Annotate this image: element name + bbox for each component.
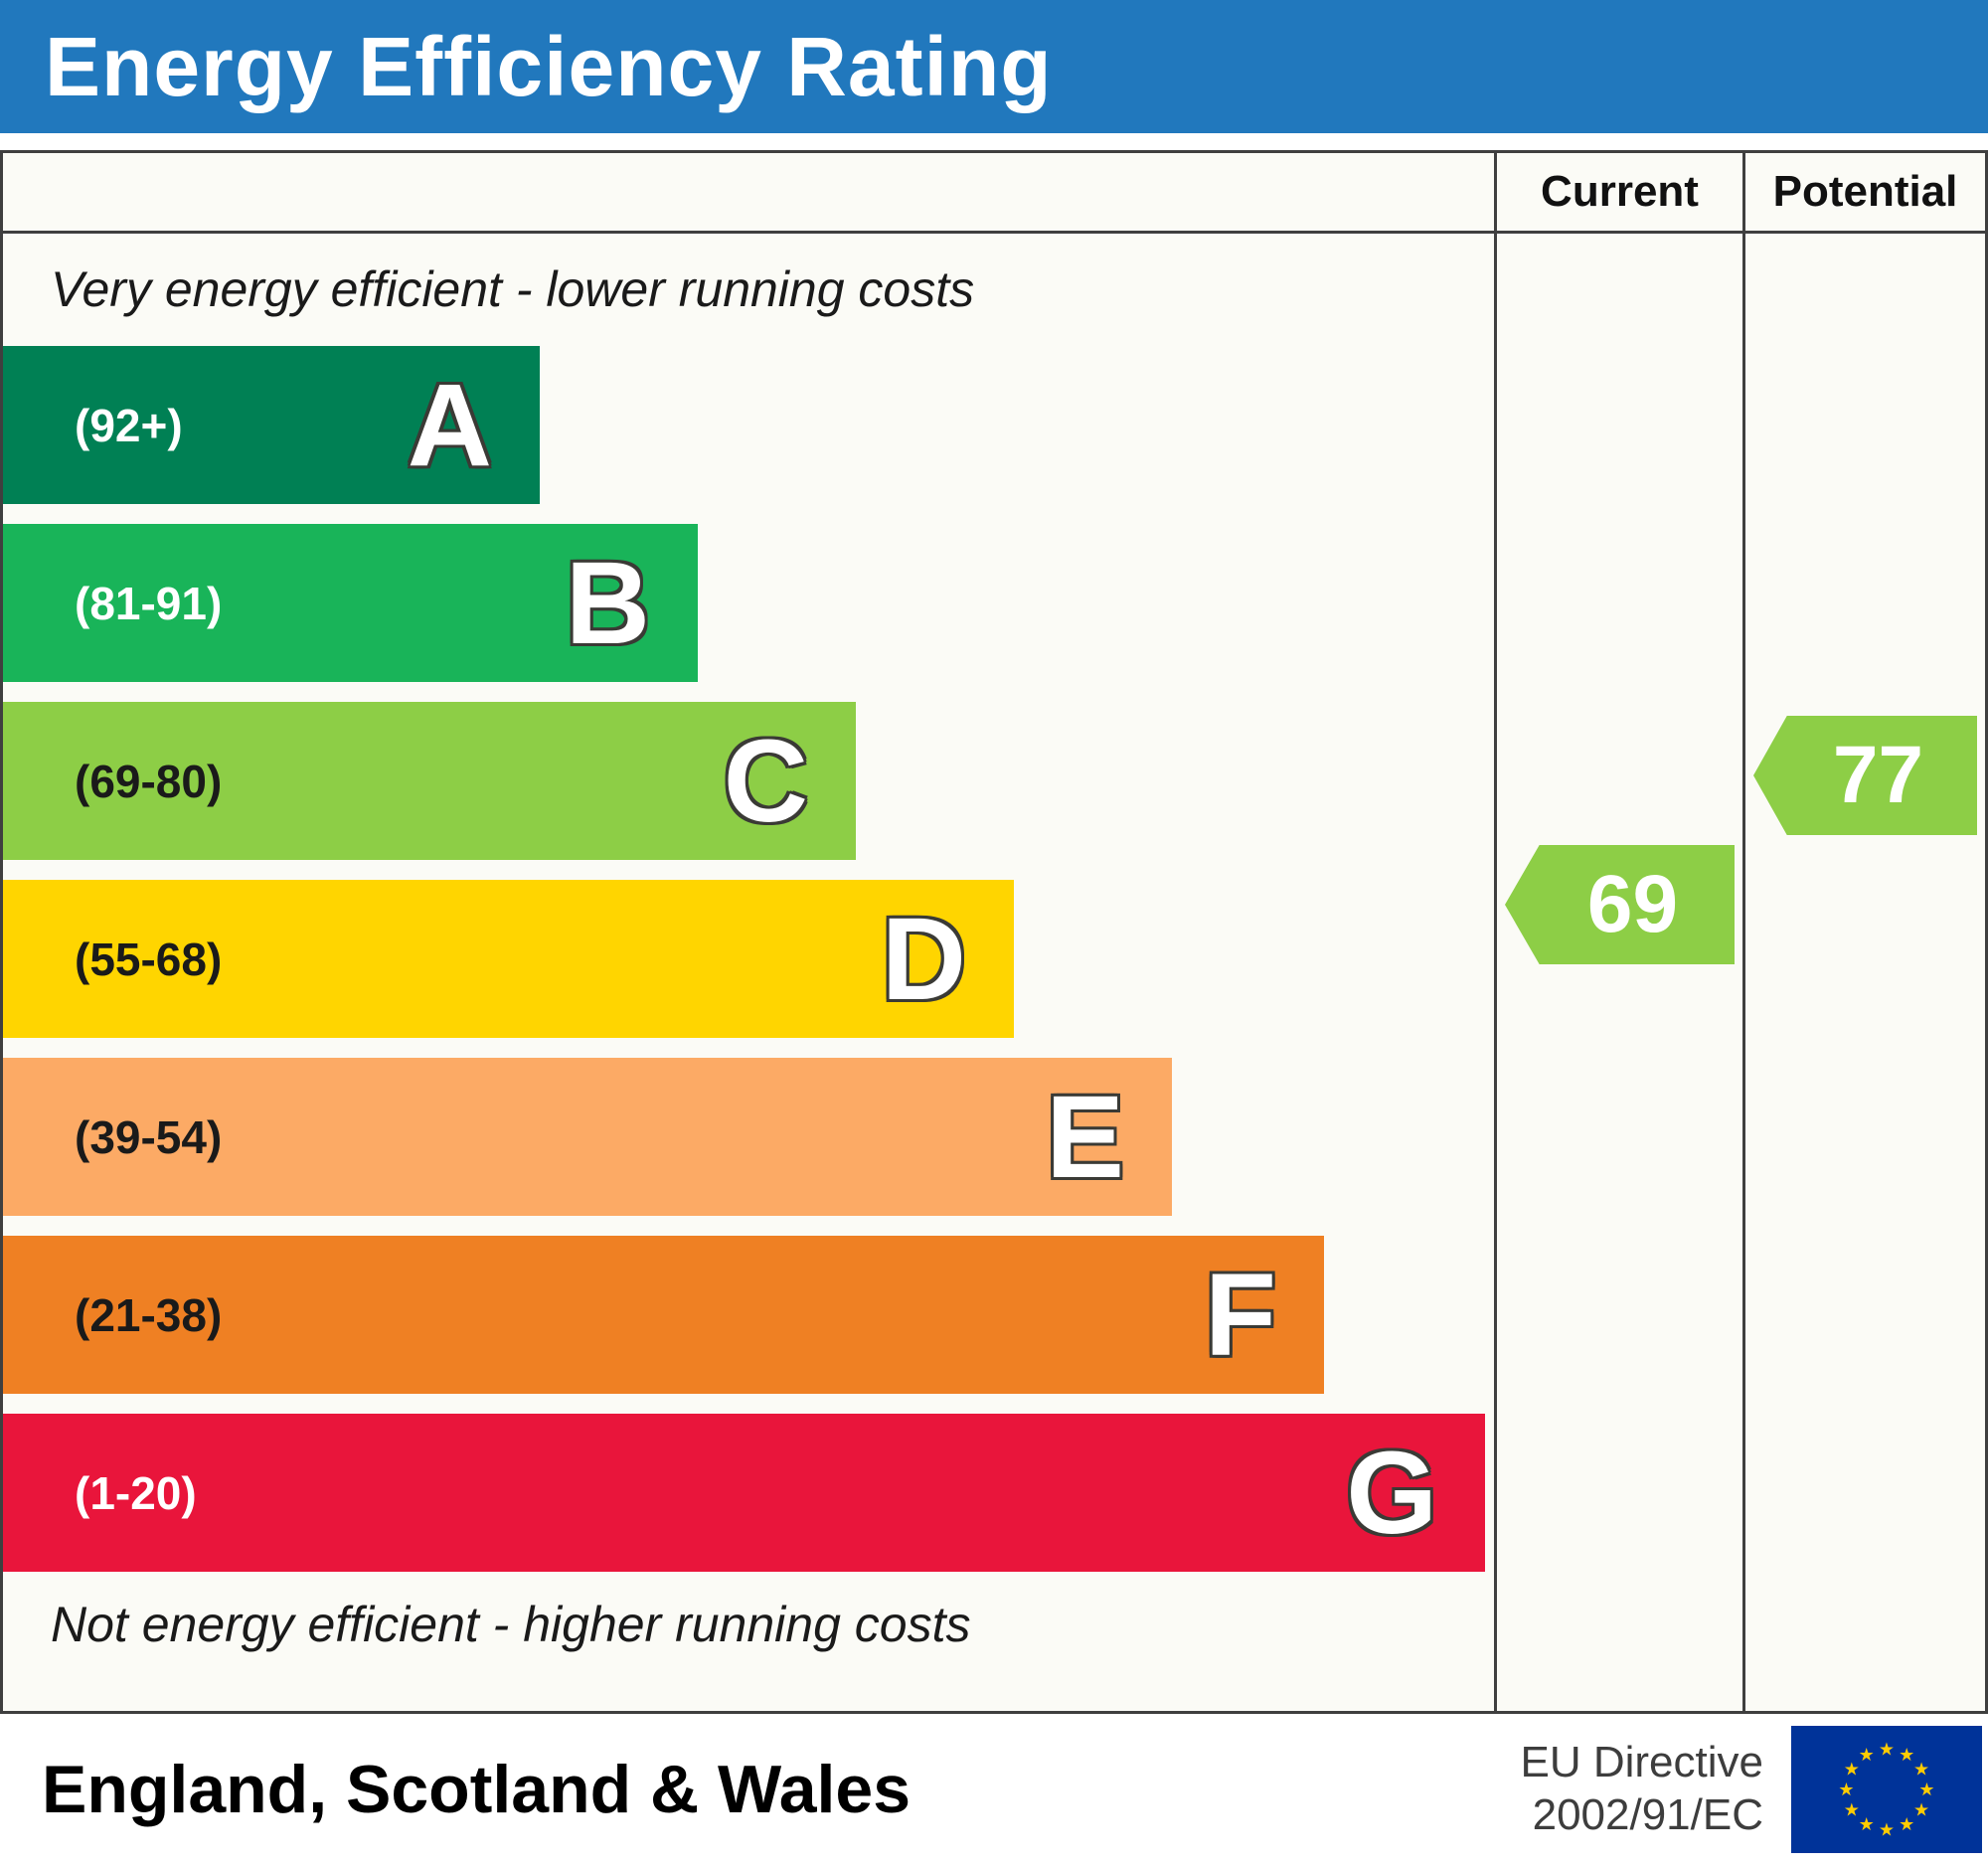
band-row-c: (69-80) C bbox=[3, 702, 856, 860]
band-range-label: (21-38) bbox=[75, 1288, 223, 1341]
svg-text:★: ★ bbox=[1913, 1759, 1929, 1779]
eu-flag-field bbox=[1791, 1725, 1982, 1853]
band-range-label: (81-91) bbox=[75, 577, 223, 629]
current-arrow: 69 bbox=[1505, 845, 1735, 964]
band-letter: D bbox=[881, 893, 966, 1025]
footer: England, Scotland & Wales EU Directive 2… bbox=[0, 1714, 1988, 1864]
band-letter: C bbox=[723, 715, 808, 847]
potential-arrow: 77 bbox=[1753, 716, 1977, 835]
band-row-e: (39-54) E bbox=[3, 1058, 1172, 1216]
page-title-bar: Energy Efficiency Rating bbox=[0, 0, 1988, 133]
band-letter: G bbox=[1346, 1427, 1437, 1559]
band-letter: B bbox=[565, 537, 650, 669]
band-range-label: (55-68) bbox=[75, 933, 223, 985]
svg-text:★: ★ bbox=[1918, 1780, 1934, 1799]
region-label: England, Scotland & Wales bbox=[42, 1751, 911, 1827]
bottom-caption: Not energy efficient - higher running co… bbox=[51, 1597, 971, 1652]
band-range-label: (1-20) bbox=[75, 1466, 197, 1519]
svg-text:★: ★ bbox=[1859, 1814, 1875, 1834]
band-row-a: (92+) A bbox=[3, 346, 540, 504]
svg-text:★: ★ bbox=[1838, 1780, 1854, 1799]
svg-text:★: ★ bbox=[1913, 1799, 1929, 1819]
svg-text:★: ★ bbox=[1844, 1799, 1860, 1819]
current-column: 69 bbox=[1494, 234, 1742, 1711]
svg-text:★: ★ bbox=[1844, 1759, 1860, 1779]
current-column-header: Current bbox=[1494, 153, 1742, 231]
band-range-label: (39-54) bbox=[75, 1110, 223, 1163]
band-row-d: (55-68) D bbox=[3, 880, 1014, 1038]
table-header-row: Current Potential bbox=[3, 153, 1985, 234]
eu-directive-line2: 2002/91/EC bbox=[1532, 1789, 1763, 1839]
table-header-spacer bbox=[3, 153, 1494, 231]
svg-text:★: ★ bbox=[1899, 1744, 1914, 1764]
potential-column: 77 bbox=[1742, 234, 1985, 1711]
energy-rating-table: Current Potential Very energy efficient … bbox=[0, 150, 1988, 1714]
svg-text:★: ★ bbox=[1899, 1814, 1914, 1834]
eu-directive-label: EU Directive 2002/91/EC bbox=[1521, 1737, 1792, 1842]
band-range-label: (69-80) bbox=[75, 755, 223, 807]
eu-flag-icon: ★ ★ ★ ★ ★ ★ ★ ★ ★ ★ ★ ★ bbox=[1791, 1725, 1982, 1853]
band-letter: A bbox=[407, 359, 492, 491]
band-range-label: (92+) bbox=[75, 399, 183, 451]
current-value: 69 bbox=[1586, 859, 1679, 949]
potential-column-header: Potential bbox=[1742, 153, 1985, 231]
band-row-b: (81-91) B bbox=[3, 524, 698, 682]
band-letter: F bbox=[1204, 1249, 1276, 1381]
band-row-f: (21-38) F bbox=[3, 1236, 1324, 1394]
band-row-g: (1-20) G bbox=[3, 1414, 1485, 1572]
svg-text:★: ★ bbox=[1879, 1739, 1895, 1759]
eu-directive-line1: EU Directive bbox=[1520, 1737, 1764, 1786]
band-letter: E bbox=[1046, 1071, 1124, 1203]
bands-area: Very energy efficient - lower running co… bbox=[3, 234, 1494, 1711]
table-body: Very energy efficient - lower running co… bbox=[3, 234, 1985, 1711]
svg-text:★: ★ bbox=[1879, 1819, 1895, 1839]
top-caption: Very energy efficient - lower running co… bbox=[51, 261, 975, 317]
page-title: Energy Efficiency Rating bbox=[45, 19, 1053, 113]
svg-text:★: ★ bbox=[1859, 1744, 1875, 1764]
potential-value: 77 bbox=[1832, 730, 1924, 820]
